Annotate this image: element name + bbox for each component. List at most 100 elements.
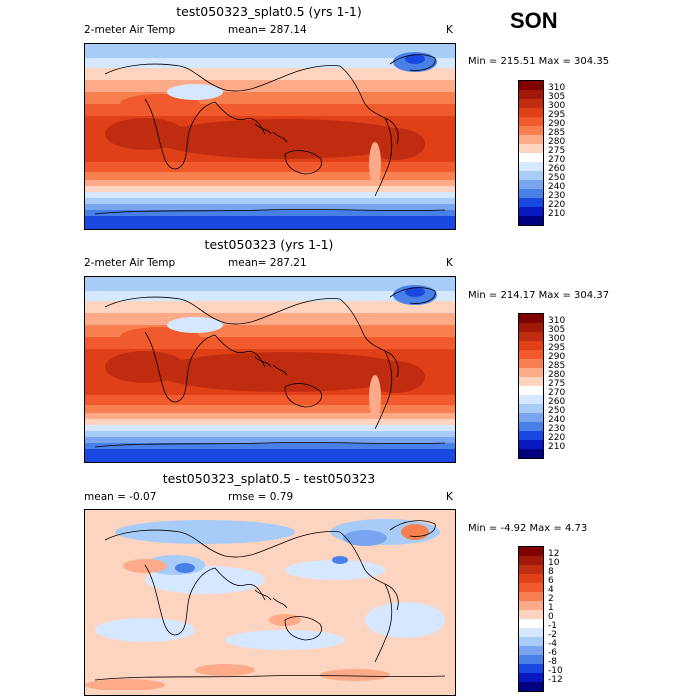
colorbar-tick-label: 305 bbox=[548, 325, 566, 335]
colorbar-tick-label: 305 bbox=[548, 92, 566, 102]
colorbar-swatch bbox=[519, 323, 543, 332]
colorbar-tick-label: -10 bbox=[548, 666, 563, 676]
colorbar-tick-label: 4 bbox=[548, 585, 554, 595]
colorbar-tick-label: -4 bbox=[548, 639, 557, 649]
colorbar-tick-label: 1 bbox=[548, 603, 554, 613]
panel-2-units: K bbox=[446, 257, 453, 269]
colorbar-tick-label: 2 bbox=[548, 594, 554, 604]
colorbar-swatch bbox=[519, 108, 543, 117]
colorbar-swatch bbox=[519, 359, 543, 368]
colorbar-tick-label: 270 bbox=[548, 388, 566, 398]
colorbar-swatch bbox=[519, 422, 543, 431]
colorbar-tick-label: 310 bbox=[548, 83, 566, 93]
colorbar-tick-label: 230 bbox=[548, 191, 566, 201]
colorbar-tick-label: 6 bbox=[548, 576, 554, 586]
colorbar-swatch bbox=[519, 413, 543, 422]
colorbar-swatch bbox=[519, 574, 543, 583]
panel-3-rmse-label: rmse = 0.79 bbox=[228, 491, 294, 503]
colorbar-tick-label: 300 bbox=[548, 101, 566, 111]
colorbar-swatch bbox=[519, 664, 543, 673]
colorbar-swatch bbox=[519, 99, 543, 108]
colorbar-swatch bbox=[519, 386, 543, 395]
colorbar-tick-label: 290 bbox=[548, 119, 566, 129]
panel-3-colorbar bbox=[518, 546, 544, 692]
colorbar-tick-label: 280 bbox=[548, 370, 566, 380]
colorbar-swatch bbox=[519, 341, 543, 350]
colorbar-tick-label: 10 bbox=[548, 558, 560, 568]
colorbar-swatch bbox=[519, 117, 543, 126]
colorbar-tick-label: 275 bbox=[548, 379, 566, 389]
colorbar-swatch bbox=[519, 592, 543, 601]
colorbar-swatch bbox=[519, 565, 543, 574]
colorbar-tick-label: 275 bbox=[548, 146, 566, 156]
colorbar-tick-label: -8 bbox=[548, 657, 557, 667]
colorbar-tick-label: 210 bbox=[548, 209, 566, 219]
panel-1-units: K bbox=[446, 24, 453, 36]
panel-2-colorbar bbox=[518, 313, 544, 459]
colorbar-tick-label: 210 bbox=[548, 442, 566, 452]
colorbar-swatch bbox=[519, 377, 543, 386]
colorbar-tick-label: 270 bbox=[548, 155, 566, 165]
colorbar-tick-label: -6 bbox=[548, 648, 557, 658]
panel-1-variable-label: 2-meter Air Temp bbox=[84, 24, 176, 36]
colorbar-swatch bbox=[519, 153, 543, 162]
colorbar-tick-label: 290 bbox=[548, 352, 566, 362]
colorbar-swatch bbox=[519, 655, 543, 664]
colorbar-swatch bbox=[519, 646, 543, 655]
colorbar-tick-label: 0 bbox=[548, 612, 554, 622]
panel-2-temperature-field bbox=[85, 277, 455, 462]
panel-1-title: test050323_splat0.5 (yrs 1-1) bbox=[176, 4, 362, 19]
colorbar-swatch bbox=[519, 628, 543, 637]
colorbar-swatch bbox=[519, 395, 543, 404]
colorbar-swatch bbox=[519, 556, 543, 565]
panel-1-mean-label: mean= 287.14 bbox=[228, 24, 307, 36]
colorbar-tick-label: 250 bbox=[548, 173, 566, 183]
colorbar-swatch bbox=[519, 637, 543, 646]
panel-2-minmax: Min = 214.17 Max = 304.37 bbox=[468, 290, 610, 301]
colorbar-swatch bbox=[519, 189, 543, 198]
colorbar-tick-label: 220 bbox=[548, 200, 566, 210]
colorbar-swatch bbox=[519, 404, 543, 413]
colorbar-swatch bbox=[519, 673, 543, 682]
colorbar-tick-label: 240 bbox=[548, 415, 566, 425]
colorbar-tick-label: 260 bbox=[548, 164, 566, 174]
colorbar-tick-label: 300 bbox=[548, 334, 566, 344]
panel-2-variable-label: 2-meter Air Temp bbox=[84, 257, 176, 269]
colorbar-swatch bbox=[519, 547, 543, 556]
colorbar-tick-label: 12 bbox=[548, 549, 560, 559]
colorbar-swatch bbox=[519, 449, 543, 458]
colorbar-tick-label: 250 bbox=[548, 406, 566, 416]
panel-1-map bbox=[84, 43, 456, 230]
colorbar-tick-label: 310 bbox=[548, 316, 566, 326]
panel-2-mean-label: mean= 287.21 bbox=[228, 257, 307, 269]
panel-1-colorbar bbox=[518, 80, 544, 226]
colorbar-swatch bbox=[519, 368, 543, 377]
panel-3-difference-field bbox=[85, 510, 455, 695]
colorbar-swatch bbox=[519, 314, 543, 323]
colorbar-swatch bbox=[519, 90, 543, 99]
colorbar-swatch bbox=[519, 332, 543, 341]
panel-3-minmax: Min = -4.92 Max = 4.73 bbox=[468, 523, 588, 534]
colorbar-tick-label: -1 bbox=[548, 621, 557, 631]
colorbar-tick-label: 295 bbox=[548, 343, 566, 353]
colorbar-tick-label: 280 bbox=[548, 137, 566, 147]
colorbar-swatch bbox=[519, 440, 543, 449]
colorbar-tick-label: 230 bbox=[548, 424, 566, 434]
colorbar-tick-label: -12 bbox=[548, 675, 563, 685]
colorbar-swatch bbox=[519, 162, 543, 171]
colorbar-swatch bbox=[519, 682, 543, 691]
colorbar-swatch bbox=[519, 431, 543, 440]
colorbar-swatch bbox=[519, 180, 543, 189]
panel-3-title: test050323_splat0.5 - test050323 bbox=[162, 471, 376, 486]
colorbar-tick-label: 285 bbox=[548, 128, 566, 138]
colorbar-tick-label: 220 bbox=[548, 433, 566, 443]
colorbar-tick-label: 240 bbox=[548, 182, 566, 192]
season-label: SON bbox=[510, 8, 558, 33]
colorbar-tick-label: 295 bbox=[548, 110, 566, 120]
colorbar-tick-label: 8 bbox=[548, 567, 554, 577]
colorbar-tick-label: 285 bbox=[548, 361, 566, 371]
colorbar-swatch bbox=[519, 171, 543, 180]
colorbar-swatch bbox=[519, 207, 543, 216]
panel-2-map bbox=[84, 276, 456, 463]
colorbar-swatch bbox=[519, 350, 543, 359]
